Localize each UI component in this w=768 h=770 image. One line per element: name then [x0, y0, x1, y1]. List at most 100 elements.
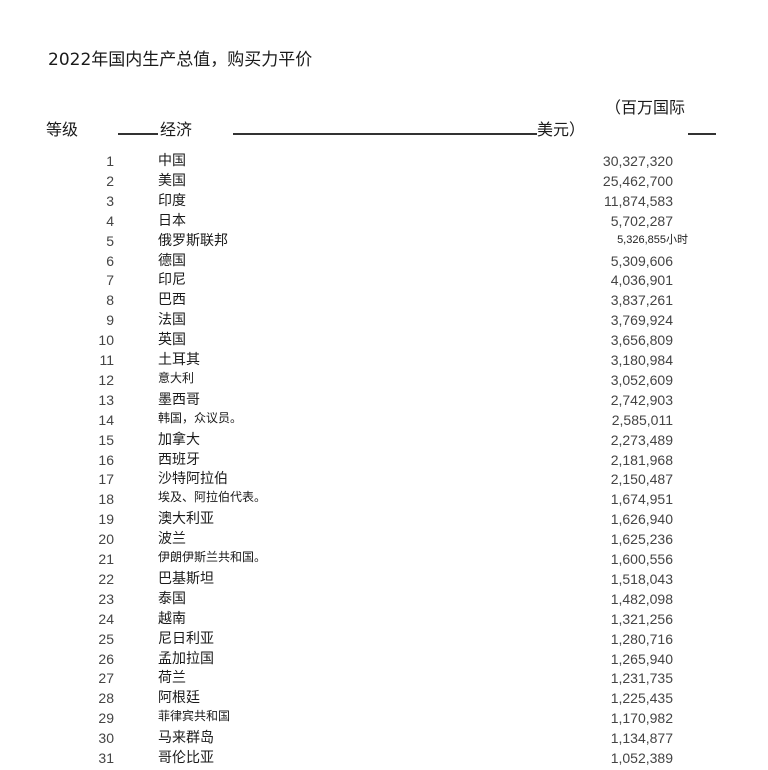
gdp-value-cell: 1,674,951	[610, 491, 673, 508]
rank-cell: 16	[98, 451, 114, 468]
rank-cell: 1	[106, 153, 114, 169]
gdp-value-cell: 1,482,098	[610, 590, 673, 607]
rank-cell: 26	[98, 650, 114, 667]
gdp-value-cell: 2,585,011	[611, 411, 673, 428]
gdp-value-cell: 5,309,606	[610, 252, 673, 269]
gdp-value-cell: 1,518,043	[610, 570, 673, 587]
economy-cell: 泰国	[158, 590, 186, 607]
gdp-value-cell: 1,225,435	[610, 690, 673, 707]
rank-cell: 8	[106, 292, 114, 309]
economy-cell: 中国	[158, 153, 186, 169]
rank-cell: 5	[106, 232, 114, 249]
rank-cell: 14	[98, 411, 114, 428]
economy-cell: 伊朗伊斯兰共和国。	[158, 550, 267, 564]
gdp-value-cell: 1,626,940	[610, 511, 673, 528]
rank-cell: 7	[106, 272, 114, 289]
rank-cell: 22	[98, 570, 114, 587]
economy-cell: 俄罗斯联邦	[158, 232, 228, 249]
economy-cell: 巴西	[158, 292, 186, 309]
economy-cell: 沙特阿拉伯	[158, 471, 228, 488]
gdp-value-cell: 3,052,609	[610, 371, 673, 388]
header-unit-line1: （百万国际	[605, 98, 686, 117]
economy-cell: 印度	[158, 192, 186, 209]
gdp-value-cell: 3,837,261	[610, 292, 673, 309]
rank-cell: 12	[98, 371, 114, 388]
gdp-value-cell: 1,170,982	[610, 710, 673, 727]
economy-cell: 加拿大	[158, 431, 200, 448]
header-underline	[118, 133, 158, 135]
gdp-value-cell: 3,769,924	[610, 312, 673, 329]
rank-cell: 19	[98, 511, 114, 528]
economy-cell: 波兰	[158, 531, 186, 548]
gdp-value-cell: 1,600,556	[610, 551, 673, 567]
gdp-value-cell: 1,231,735	[610, 670, 673, 687]
rank-cell: 17	[98, 471, 114, 488]
rank-cell: 29	[98, 710, 114, 727]
gdp-value-cell: 3,180,984	[610, 352, 673, 368]
rank-cell: 3	[106, 192, 114, 209]
gdp-value-cell: 1,265,940	[610, 650, 673, 667]
economy-cell: 意大利	[158, 370, 195, 385]
economy-cell: 美国	[158, 172, 186, 189]
economy-cell: 埃及、阿拉伯代表。	[158, 490, 267, 505]
gdp-value-cell: 2,742,903	[610, 391, 673, 408]
rank-cell: 10	[98, 332, 114, 349]
gdp-value-cell: 30,327,320	[602, 153, 673, 169]
gdp-value-cell: 2,150,487	[610, 471, 673, 488]
rank-cell: 31	[98, 750, 114, 766]
economy-cell: 荷兰	[158, 670, 186, 687]
economy-cell: 韩国，众议员。	[158, 410, 243, 425]
gdp-value-cell: 2,181,968	[610, 451, 673, 468]
economy-cell: 尼日利亚	[158, 630, 214, 647]
economy-cell: 菲律宾共和国	[158, 709, 231, 724]
gdp-value-cell: 1,280,716	[610, 630, 673, 647]
header-unit-line2: 美元）	[537, 120, 586, 139]
rank-cell: 4	[106, 212, 114, 229]
economy-cell: 英国	[158, 332, 186, 349]
rank-cell: 24	[98, 610, 114, 627]
gdp-value-cell: 5,326,855小时	[617, 233, 688, 246]
economy-cell: 巴基斯坦	[158, 570, 214, 587]
header-rank: 等级	[46, 120, 79, 139]
economy-cell: 哥伦比亚	[158, 750, 214, 766]
gdp-value-cell: 1,052,389	[610, 750, 673, 766]
rank-cell: 28	[98, 690, 114, 707]
economy-cell: 日本	[158, 212, 186, 229]
gdp-value-cell: 1,134,877	[610, 730, 673, 747]
header-economy: 经济	[160, 120, 193, 139]
economy-cell: 印尼	[158, 272, 186, 289]
economy-cell: 西班牙	[158, 451, 200, 468]
rank-cell: 11	[99, 352, 114, 368]
header-underline	[688, 133, 716, 135]
economy-cell: 澳大利亚	[158, 511, 214, 528]
rank-cell: 6	[106, 252, 114, 269]
economy-cell: 越南	[158, 610, 186, 627]
economy-cell: 法国	[158, 312, 186, 329]
economy-cell: 墨西哥	[158, 391, 200, 408]
rank-cell: 9	[106, 312, 114, 329]
rank-cell: 30	[98, 730, 114, 747]
gdp-value-cell: 1,625,236	[610, 531, 673, 548]
header-underline	[233, 133, 537, 135]
rank-cell: 27	[98, 670, 114, 687]
rank-cell: 18	[98, 491, 114, 508]
economy-cell: 孟加拉国	[158, 650, 214, 667]
gdp-value-cell: 1,321,256	[610, 610, 673, 627]
economy-cell: 德国	[158, 252, 186, 269]
economy-cell: 阿根廷	[158, 690, 200, 707]
rank-cell: 2	[106, 172, 114, 189]
gdp-value-cell: 4,036,901	[610, 272, 673, 289]
rank-cell: 13	[98, 391, 114, 408]
gdp-value-cell: 2,273,489	[610, 431, 673, 448]
gdp-value-cell: 11,874,583	[603, 192, 673, 209]
economy-cell: 土耳其	[158, 352, 200, 368]
rank-cell: 20	[98, 531, 114, 548]
rank-cell: 21	[98, 551, 114, 567]
economy-cell: 马来群岛	[158, 730, 214, 747]
gdp-value-cell: 25,462,700	[602, 172, 673, 189]
rank-cell: 25	[98, 630, 114, 647]
gdp-value-cell: 3,656,809	[610, 332, 673, 349]
rank-cell: 23	[98, 590, 114, 607]
gdp-value-cell: 5,702,287	[610, 212, 673, 229]
rank-cell: 15	[98, 431, 114, 448]
